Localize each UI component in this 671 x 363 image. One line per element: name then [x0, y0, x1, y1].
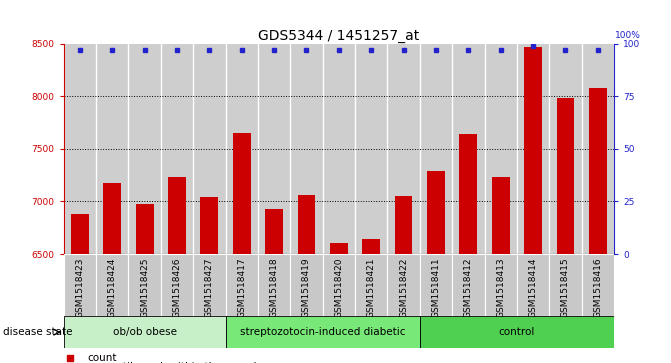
Text: ob/ob obese: ob/ob obese: [113, 327, 176, 337]
Bar: [387, 44, 420, 254]
Text: GSM1518418: GSM1518418: [270, 257, 278, 318]
Bar: [225, 316, 420, 348]
Bar: [420, 316, 614, 348]
Bar: [582, 44, 614, 254]
Text: GSM1518419: GSM1518419: [302, 257, 311, 318]
Text: percentile rank within the sample: percentile rank within the sample: [87, 362, 263, 363]
Bar: [193, 44, 225, 254]
Bar: [387, 254, 420, 316]
Text: GSM1518416: GSM1518416: [593, 257, 603, 318]
Bar: [258, 254, 291, 316]
Bar: [492, 177, 509, 254]
Bar: [484, 254, 517, 316]
Bar: [517, 44, 550, 254]
Bar: [96, 44, 128, 254]
Text: GSM1518415: GSM1518415: [561, 257, 570, 318]
Bar: [103, 183, 121, 254]
Bar: [225, 254, 258, 316]
Bar: [355, 44, 387, 254]
Bar: [64, 44, 96, 254]
Bar: [420, 254, 452, 316]
Text: GSM1518414: GSM1518414: [529, 257, 537, 318]
Bar: [452, 254, 484, 316]
Text: GSM1518417: GSM1518417: [238, 257, 246, 318]
Bar: [517, 254, 550, 316]
Bar: [452, 44, 484, 254]
Bar: [128, 44, 161, 254]
Bar: [323, 254, 355, 316]
Bar: [193, 254, 225, 316]
Text: GSM1518426: GSM1518426: [172, 257, 182, 318]
Text: GSM1518420: GSM1518420: [334, 257, 344, 318]
Bar: [233, 133, 251, 254]
Title: GDS5344 / 1451257_at: GDS5344 / 1451257_at: [258, 29, 419, 42]
Text: GSM1518427: GSM1518427: [205, 257, 214, 318]
Bar: [71, 214, 89, 254]
Bar: [582, 254, 614, 316]
Bar: [265, 209, 283, 254]
Text: disease state: disease state: [3, 327, 73, 337]
Bar: [362, 239, 380, 254]
Bar: [291, 44, 323, 254]
Bar: [460, 134, 477, 254]
Bar: [298, 195, 315, 254]
Bar: [589, 88, 607, 254]
Text: GSM1518413: GSM1518413: [496, 257, 505, 318]
Bar: [64, 316, 225, 348]
Text: GSM1518422: GSM1518422: [399, 257, 408, 318]
Text: GSM1518411: GSM1518411: [431, 257, 440, 318]
Bar: [420, 44, 452, 254]
Bar: [323, 44, 355, 254]
Bar: [524, 47, 542, 254]
Text: count: count: [87, 352, 117, 363]
Bar: [161, 44, 193, 254]
Bar: [258, 44, 291, 254]
Bar: [161, 254, 193, 316]
Bar: [550, 254, 582, 316]
Bar: [427, 171, 445, 254]
Bar: [484, 44, 517, 254]
Bar: [64, 254, 96, 316]
Bar: [96, 254, 128, 316]
Text: 100%: 100%: [615, 31, 641, 40]
Text: GSM1518424: GSM1518424: [108, 257, 117, 318]
Bar: [556, 98, 574, 254]
Bar: [201, 197, 218, 254]
Text: GSM1518425: GSM1518425: [140, 257, 149, 318]
Bar: [225, 44, 258, 254]
Bar: [168, 177, 186, 254]
Text: streptozotocin-induced diabetic: streptozotocin-induced diabetic: [240, 327, 405, 337]
Bar: [355, 254, 387, 316]
Text: control: control: [499, 327, 535, 337]
Bar: [330, 242, 348, 254]
Bar: [291, 254, 323, 316]
Bar: [128, 254, 161, 316]
Text: GSM1518421: GSM1518421: [367, 257, 376, 318]
Text: GSM1518423: GSM1518423: [75, 257, 85, 318]
Bar: [550, 44, 582, 254]
Bar: [136, 204, 154, 254]
Bar: [395, 196, 413, 254]
Text: GSM1518412: GSM1518412: [464, 257, 473, 318]
